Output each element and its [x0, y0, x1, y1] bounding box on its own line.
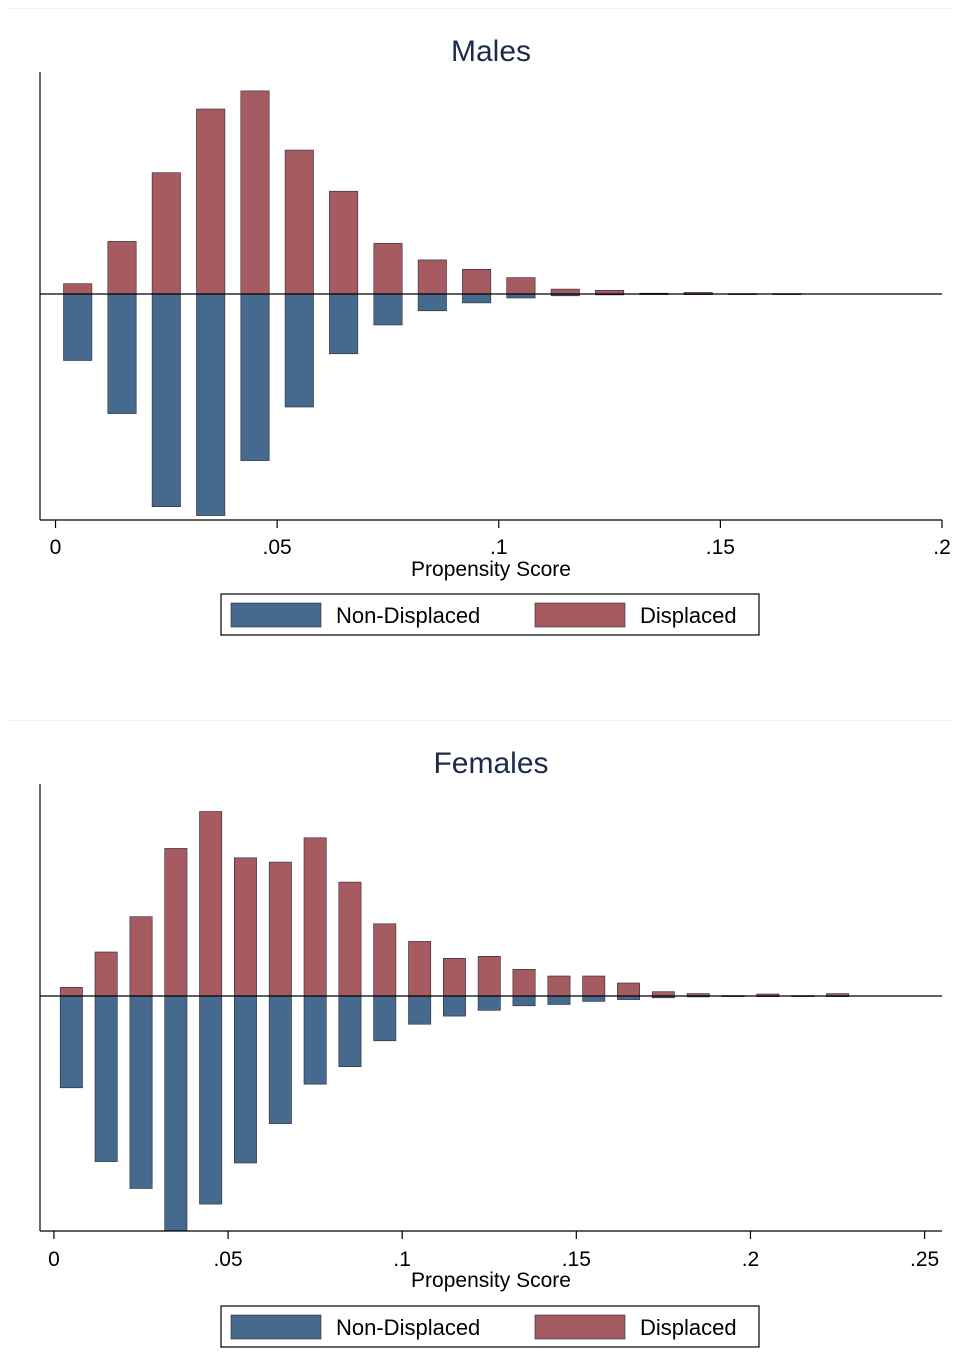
x-axis-title: Propensity Score — [411, 558, 571, 581]
bar-displaced-8 — [417, 259, 447, 295]
bar-displaced-12 — [477, 955, 501, 997]
x-tick-label: 0 — [48, 1248, 60, 1271]
x-tick-label: .2 — [933, 536, 951, 559]
bar-non-displaced-5 — [284, 293, 314, 408]
bar-displaced-9 — [373, 923, 397, 997]
bars-group — [59, 811, 850, 1232]
x-tick-label: .25 — [910, 1248, 939, 1271]
bar-non-displaced-4 — [240, 293, 270, 461]
bar-displaced-6 — [268, 861, 292, 997]
bar-non-displaced-9 — [462, 293, 492, 304]
chart-title: Females — [433, 747, 548, 780]
bar-non-displaced-2 — [129, 995, 153, 1189]
legend: Non-Displaced Displaced — [220, 1305, 760, 1348]
bar-non-displaced-3 — [164, 995, 188, 1232]
axes-group — [39, 72, 942, 521]
bar-displaced-10 — [506, 277, 536, 295]
bar-non-displaced-8 — [338, 995, 362, 1067]
bar-non-displaced-11 — [442, 995, 466, 1017]
x-tick-label: .05 — [213, 1248, 242, 1271]
bar-non-displaced-9 — [373, 995, 397, 1042]
bar-displaced-3 — [196, 108, 226, 295]
bar-displaced-6 — [329, 190, 359, 295]
x-axis-title: Propensity Score — [411, 1269, 571, 1292]
bar-non-displaced-7 — [373, 293, 403, 326]
bar-non-displaced-0 — [63, 293, 93, 361]
bar-non-displaced-1 — [107, 293, 137, 414]
bar-non-displaced-1 — [94, 995, 118, 1162]
bar-non-displaced-7 — [303, 995, 327, 1085]
bar-displaced-0 — [63, 283, 93, 295]
males-chart: Males 0 .05 .1 .15 .2 Propensity Score Non-D… — [39, 35, 951, 636]
bar-displaced-14 — [547, 975, 571, 997]
legend-label-displaced: Displaced — [640, 1315, 737, 1340]
x-ticks-group: 0 .05 .1 .15 .2 — [50, 520, 951, 559]
legend-label-non-displaced: Non-Displaced — [336, 1315, 480, 1340]
bar-displaced-9 — [462, 268, 492, 295]
bar-displaced-7 — [303, 837, 327, 997]
legend-swatch-non-displaced — [230, 1314, 322, 1340]
bar-non-displaced-12 — [477, 995, 501, 1011]
x-tick-label: .15 — [562, 1248, 591, 1271]
bar-displaced-15 — [582, 975, 606, 997]
bar-non-displaced-5 — [234, 995, 257, 1164]
bar-displaced-8 — [338, 881, 362, 997]
legend-swatch-displaced — [534, 602, 626, 628]
x-tick-label: .1 — [393, 1248, 411, 1271]
legend-box — [220, 593, 760, 636]
bars-group — [63, 90, 802, 516]
bar-displaced-5 — [234, 857, 257, 997]
x-ticks-group: 0 .05 .1 .15 .2 .25 — [48, 1231, 939, 1271]
legend: Non-Displaced Displaced — [220, 593, 760, 636]
bar-non-displaced-2 — [151, 293, 181, 507]
chart-title: Males — [451, 35, 531, 68]
bar-displaced-11 — [550, 288, 580, 295]
x-tick-label: .1 — [490, 536, 508, 559]
bar-displaced-1 — [94, 951, 118, 997]
bar-displaced-4 — [240, 90, 270, 295]
legend-swatch-non-displaced — [230, 602, 322, 628]
legend-label-non-displaced: Non-Displaced — [336, 603, 480, 628]
bar-displaced-7 — [373, 243, 403, 295]
bar-displaced-2 — [129, 916, 153, 997]
bar-non-displaced-8 — [417, 293, 447, 312]
bar-displaced-2 — [151, 172, 181, 295]
bar-non-displaced-6 — [329, 293, 359, 355]
bar-displaced-1 — [107, 241, 137, 295]
bar-non-displaced-3 — [196, 293, 226, 516]
bar-non-displaced-15 — [582, 995, 606, 1002]
x-tick-label: 0 — [50, 536, 62, 559]
bar-displaced-0 — [59, 987, 83, 997]
legend-swatch-displaced — [534, 1314, 626, 1340]
x-tick-label: .2 — [742, 1248, 760, 1271]
bar-non-displaced-14 — [547, 995, 571, 1005]
bar-non-displaced-10 — [408, 995, 432, 1025]
bar-displaced-16 — [617, 982, 641, 997]
females-chart: Females 0.05.1.15.2.25 Propensity Score … — [39, 747, 942, 1348]
x-tick-label: .05 — [263, 536, 292, 559]
bar-displaced-11 — [442, 957, 466, 997]
legend-label-displaced: Displaced — [640, 603, 737, 628]
bar-non-displaced-0 — [59, 995, 83, 1089]
x-tick-label: .15 — [706, 536, 735, 559]
bar-displaced-5 — [284, 149, 314, 295]
bar-displaced-10 — [408, 941, 432, 997]
bar-displaced-17 — [651, 991, 675, 997]
bar-displaced-4 — [199, 811, 223, 997]
axes-group — [39, 784, 942, 1232]
bar-displaced-13 — [512, 968, 536, 997]
bar-non-displaced-13 — [512, 995, 536, 1007]
bar-non-displaced-6 — [268, 995, 292, 1124]
bar-displaced-3 — [164, 848, 188, 997]
bar-non-displaced-4 — [199, 995, 223, 1205]
